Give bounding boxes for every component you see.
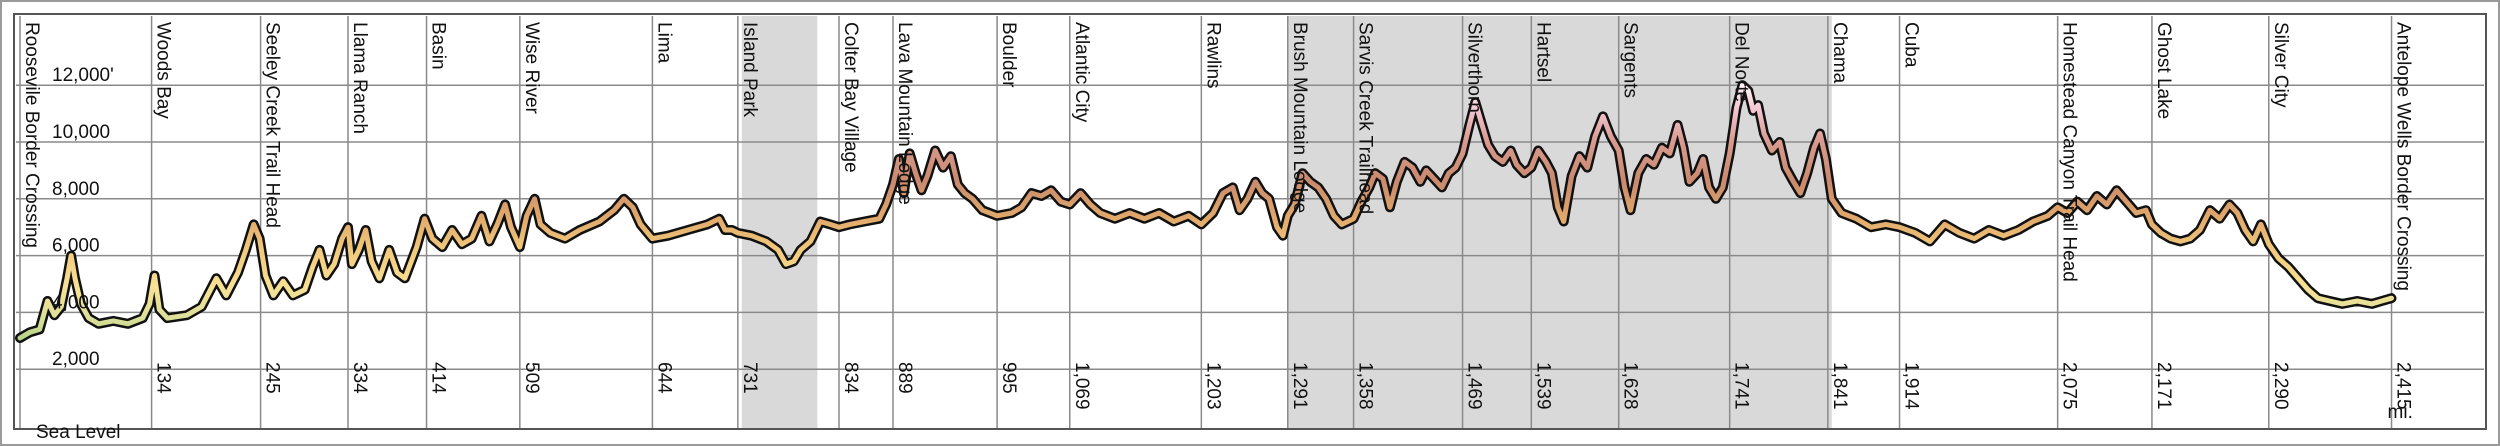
waypoint-name-label: Llama Ranch: [349, 22, 370, 134]
waypoint-name-label: Island Park: [739, 22, 760, 118]
elevation-line-layer: [15, 80, 2397, 343]
grid-lines: [16, 16, 2484, 428]
waypoint-name-label: Brush Mountain Lodge: [1289, 22, 1310, 213]
y-tick-label: 12,000': [52, 65, 114, 86]
plot-area-border: [13, 13, 2487, 430]
waypoint-mile-label: 1,069: [1071, 362, 1092, 410]
waypoint-mile-label: 731: [739, 362, 760, 394]
waypoint-mile-label: 1,203: [1202, 362, 1223, 410]
waypoint-mile-label: 1,741: [1731, 362, 1752, 410]
waypoint-mile-label: 1,914: [1901, 362, 1922, 410]
waypoint-name-label: Basin: [428, 22, 449, 70]
y-tick-label: 8,000: [52, 179, 100, 200]
y-tick-label: 4,000: [52, 292, 100, 313]
waypoint-name-label: Ghost Lake: [2153, 22, 2174, 119]
waypoint-mile-label: 1,628: [1620, 362, 1641, 410]
waypoint-mile-label: 414: [428, 362, 449, 394]
y-tick-label: 2,000: [52, 349, 100, 370]
waypoint-name-label: Chama: [1829, 22, 1850, 84]
waypoint-mile-label: 2,290: [2270, 362, 2291, 410]
waypoint-name-label: Sargents: [1620, 22, 1641, 98]
waypoint-mile-label: 1,539: [1532, 362, 1553, 410]
waypoint-mile-label: 834: [840, 362, 861, 394]
waypoint-name-label: Cuba: [1901, 22, 1922, 68]
waypoint-name-label: Sarvis Creek Trailhead: [1355, 22, 1376, 214]
waypoint-name-label: Boulder: [998, 22, 1019, 88]
waypoint-mile-label: 509: [521, 362, 542, 394]
waypoint-name-label: Silver City: [2270, 22, 2291, 108]
waypoint-name-label: Colter Bay Village: [840, 22, 861, 173]
elevation-line: [17, 82, 2394, 341]
waypoint-mile-label: 334: [349, 362, 370, 394]
waypoint-name-label: Homestead Canyon Trail Head: [2059, 22, 2080, 282]
waypoint-name-label: Woods Bay: [153, 22, 174, 119]
waypoint-mile-label: 644: [653, 362, 674, 394]
waypoint-name-label: Wise River: [521, 22, 542, 115]
y-axis-labels: 2,000 4,000 6,000 8,000 10,000 12,000': [52, 65, 114, 370]
waypoint-mile-label: 2,075: [2059, 362, 2080, 410]
y-tick-label: 6,000: [52, 236, 100, 257]
waypoint-name-label: Silverthorn: [1464, 22, 1485, 113]
waypoint-name-label: Lava Mountain Lodge: [894, 22, 915, 205]
waypoint-mile-label: 134: [153, 362, 174, 394]
waypoint-mile-label: 995: [998, 362, 1019, 394]
waypoint-mile-label: 1,469: [1464, 362, 1485, 410]
waypoint-name-label: Seeley Creek Trail Head: [262, 22, 283, 228]
waypoint-name-label: Roosevile Border Crossing: [21, 22, 42, 248]
waypoint-mile-label: 2,415: [2393, 362, 2414, 410]
sea-level-label: Sea Level: [36, 422, 121, 443]
waypoint-mile-label: 245: [262, 362, 283, 394]
waypoint-name-label: Atlantic City: [1071, 22, 1092, 123]
waypoint-name-label: Del Norte: [1731, 22, 1752, 102]
waypoint-name-label: Rawlins: [1202, 22, 1223, 89]
waypoint-name-label: Antelope Wells Border Crossing: [2393, 22, 2414, 291]
waypoint-labels: Roosevile Border Crossing Woods Bay 134 See…: [21, 22, 2414, 423]
waypoint-mile-label: 1,841: [1829, 362, 1850, 410]
waypoint-mile-label: 1,358: [1355, 362, 1376, 410]
waypoint-name-label: Lima: [653, 22, 674, 64]
waypoint-mile-label: 2,171: [2153, 362, 2174, 410]
x-unit-label: mi.: [2388, 402, 2413, 423]
waypoint-mile-label: 889: [894, 362, 915, 394]
waypoint-name-label: Hartsel: [1532, 22, 1553, 82]
waypoint-mile-label: 1,291: [1289, 362, 1310, 410]
y-tick-label: 10,000: [52, 122, 110, 143]
